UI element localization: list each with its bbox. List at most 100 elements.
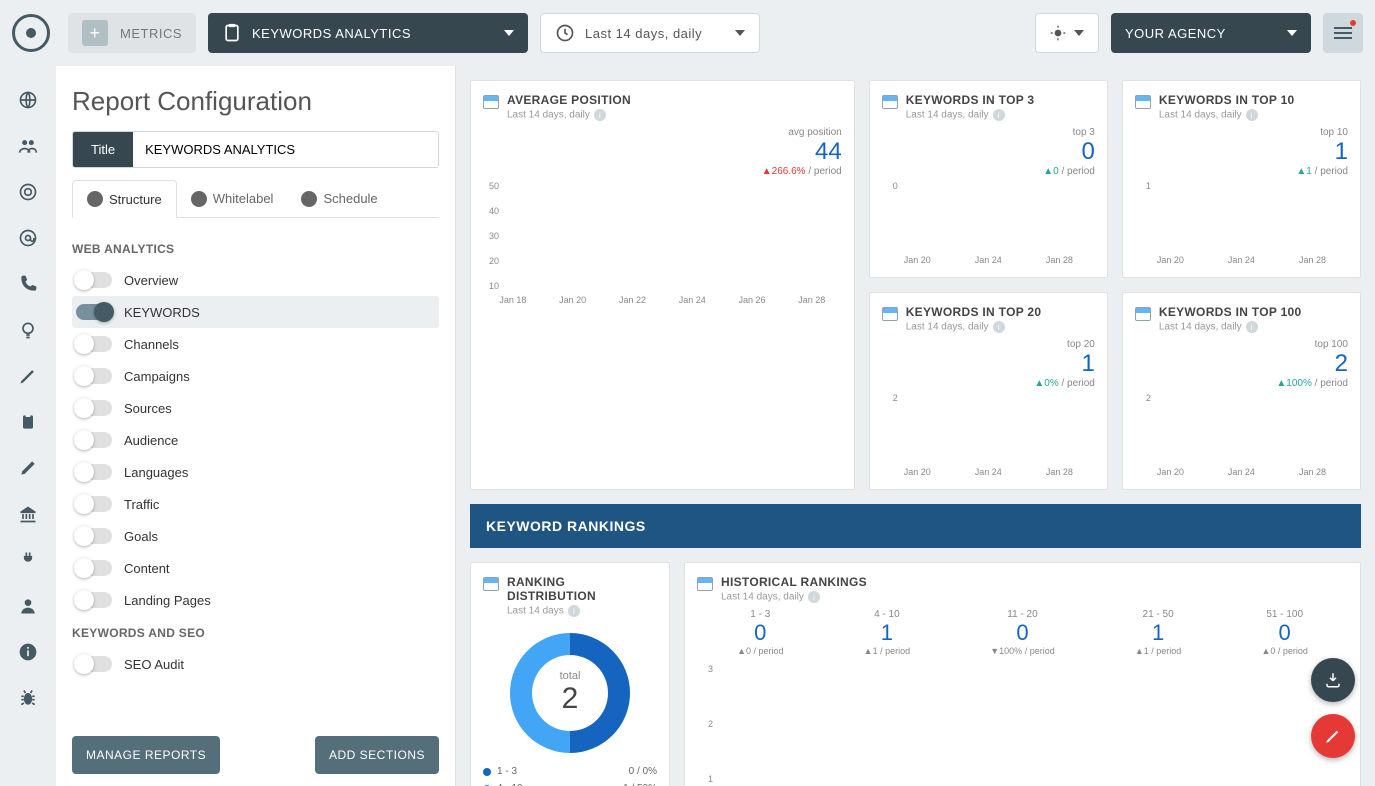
card-window-icon [882,307,898,321]
date-range-select[interactable]: Last 14 days, daily [540,13,760,53]
metrics-button[interactable]: + METRICS [68,13,196,53]
users-icon[interactable] [18,136,38,156]
add-sections-button[interactable]: ADD SECTIONS [315,736,439,774]
toggle-audience[interactable]: Audience [72,424,439,456]
switch [76,560,112,576]
card-top20: KEYWORDS IN TOP 20Last 14 days, dailyito… [869,292,1108,490]
switch [76,656,112,672]
config-panel: Report Configuration Title StructureWhit… [56,66,456,786]
toggle-label: Campaigns [124,369,190,384]
plus-icon: + [82,20,108,46]
tab-icon [87,191,103,207]
info-icon[interactable]: i [594,109,606,121]
bank-icon[interactable] [18,504,38,524]
target-icon[interactable] [18,182,38,202]
pencil-icon[interactable] [18,366,38,386]
dashboard: AVERAGE POSITION Last 14 days, dailyi av… [456,66,1375,786]
edit-fab[interactable] [1311,714,1355,758]
globe-icon[interactable] [18,90,38,110]
toggle-overview[interactable]: Overview [72,264,439,296]
switch [76,528,112,544]
toggle-campaigns[interactable]: Campaigns [72,360,439,392]
side-icon-rail [0,66,56,786]
plug-icon[interactable] [18,550,38,570]
card-window-icon [1135,307,1151,321]
manage-reports-button[interactable]: MANAGE REPORTS [72,736,220,774]
toggle-label: Languages [124,465,188,480]
card-window-icon [882,95,898,109]
section-heading: WEB ANALYTICS [72,242,439,256]
brush-icon[interactable] [18,458,38,478]
top3-chart [900,181,1095,251]
download-fab[interactable] [1311,658,1355,702]
caret-down-icon [1074,30,1084,36]
card-window-icon [697,577,713,591]
toggle-channels[interactable]: Channels [72,328,439,360]
card-ranking-distribution: RANKING DISTRIBUTION Last 14 daysi total… [470,562,670,786]
clipboard-icon [222,23,242,43]
tab-icon [301,191,317,207]
card-title: RANKING DISTRIBUTION [507,575,657,603]
topbar: + METRICS KEYWORDS ANALYTICS Last 14 day… [0,0,1375,66]
phone-icon[interactable] [18,274,38,294]
info-icon[interactable]: i [1246,109,1258,121]
title-input[interactable] [133,132,438,167]
caret-down-icon [735,30,745,36]
card-title: KEYWORDS IN TOP 20 [906,305,1042,319]
menu-button[interactable] [1323,13,1363,53]
toggle-label: SEO Audit [124,657,184,672]
at-icon[interactable] [18,228,38,248]
user-icon[interactable] [18,596,38,616]
top10-chart [1153,181,1348,251]
logo [12,14,50,52]
info-icon[interactable]: i [808,591,820,603]
theme-toggle[interactable] [1035,13,1099,53]
switch [76,304,112,320]
clock-icon [555,23,575,43]
toggle-keywords[interactable]: KEYWORDS [72,296,439,328]
tab-whitelabel[interactable]: Whitelabel [177,180,288,217]
toggle-languages[interactable]: Languages [72,456,439,488]
switch [76,432,112,448]
toggle-label: Goals [124,529,158,544]
bulb-icon[interactable] [18,320,38,340]
title-field-label: Title [73,132,133,167]
toggle-label: Landing Pages [124,593,211,608]
toggle-seo-audit[interactable]: SEO Audit [72,648,439,680]
config-tabs: StructureWhitelabelSchedule [72,180,439,218]
config-title: Report Configuration [56,86,455,131]
switch [76,496,112,512]
config-footer: MANAGE REPORTS ADD SECTIONS [56,724,455,786]
info-icon[interactable]: i [993,321,1005,333]
clipboard-icon[interactable] [18,412,38,432]
agency-select[interactable]: YOUR AGENCY [1111,13,1311,53]
tab-schedule[interactable]: Schedule [287,180,391,217]
info-icon[interactable]: i [568,605,580,617]
historical-chart [715,664,1348,784]
toggle-label: Content [124,561,170,576]
switch [76,400,112,416]
title-input-row: Title [72,131,439,168]
agency-value: YOUR AGENCY [1125,26,1226,41]
card-window-icon [483,95,499,109]
info-icon[interactable] [18,642,38,662]
caret-down-icon [1287,30,1297,36]
toggle-traffic[interactable]: Traffic [72,488,439,520]
info-icon[interactable]: i [1246,321,1258,333]
caret-down-icon [504,30,514,36]
metric-col: 51 - 1000▲0 / period [1261,609,1307,656]
switch [76,464,112,480]
tab-structure[interactable]: Structure [72,180,177,218]
bug-icon[interactable] [18,688,38,708]
toggle-landing-pages[interactable]: Landing Pages [72,584,439,616]
legend: 1 - 30 / 0%4 - 101 / 50%11 - 200 / 0%21 … [483,763,657,786]
toggle-content[interactable]: Content [72,552,439,584]
top100-chart [1153,393,1348,463]
top20-chart [900,393,1095,463]
toggle-sources[interactable]: Sources [72,392,439,424]
toggle-label: Sources [124,401,172,416]
report-select[interactable]: KEYWORDS ANALYTICS [208,13,528,53]
info-icon[interactable]: i [993,109,1005,121]
toggle-goals[interactable]: Goals [72,520,439,552]
sun-moon-icon [1050,25,1066,41]
